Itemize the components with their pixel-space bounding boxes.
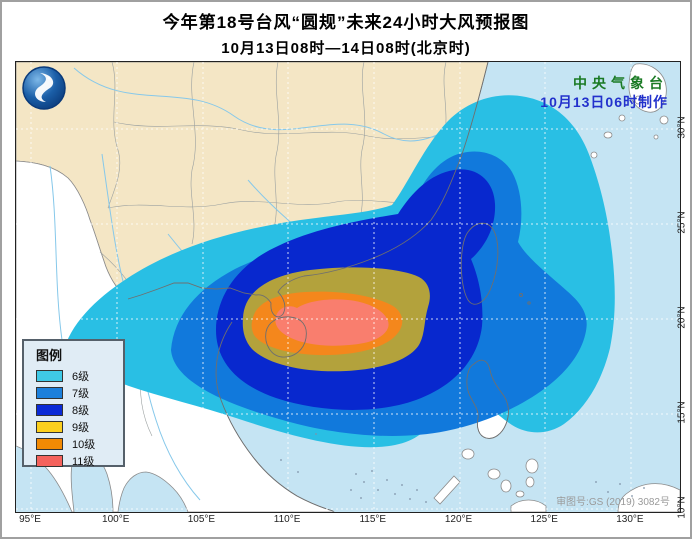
legend-label: 6级 [72,370,90,383]
legend-swatch [36,437,63,450]
map-review-number: 审图号:GS (2019) 3082号 [556,497,670,508]
lon-label: 110°E [273,514,301,525]
lat-label: 10°N [676,496,688,519]
legend-swatch [36,369,63,382]
philippine-islands [433,448,680,512]
legend-label: 11级 [72,455,95,468]
issuer-block: 中央气象台 10月13日06时制作 [540,74,668,112]
legend-row: 7级 [36,384,123,401]
legend-row: 9级 [36,418,123,435]
coastline-overlay [127,62,531,512]
islet [659,115,669,125]
legend-swatch [36,454,63,467]
legend-label: 10级 [72,438,96,451]
figure-subtitle: 10月13日08时—14日08时(北京时) [221,40,471,57]
basemap-svg [16,62,680,512]
islet [653,134,659,140]
legend-rows: 6级 7级 8级 9级 10级 11级 [36,367,123,469]
lat-label: 20°N [676,306,688,329]
legend-row: 8级 [36,401,123,418]
lon-label: 100°E [102,514,130,525]
logo-dragon-eye [47,76,51,80]
reef-dots [280,433,645,503]
wind-area-level11 [275,299,389,346]
issuer-agency: 中央气象台 [573,75,668,91]
issue-time: 10月13日06时制作 [540,93,668,110]
legend-label: 7级 [72,387,90,400]
legend-box: 图例 6级 7级 8级 9级 [22,339,125,469]
lat-label: 25°N [676,211,688,234]
graticule [16,62,680,512]
lat-label: 30°N [676,116,688,139]
lon-label: 115°E [359,514,387,525]
lon-label: 130°E [616,514,644,525]
lon-label: 120°E [444,514,473,525]
logo-dragon-swirl [35,73,54,102]
legend-row: 10级 [36,435,123,452]
cma-logo [22,66,66,110]
figure-title: 今年第18号台风“圆规”未来24小时大风预报图 [162,13,530,32]
legend-row: 11级 [36,452,123,469]
legend-swatch [36,386,63,399]
legend-label: 9级 [72,421,90,434]
forecast-map: 中央气象台 10月13日06时制作 审图号:GS (2019) 3082号 图例… [15,61,681,513]
legend-swatch [36,403,63,416]
legend-title: 图例 [36,348,63,363]
title-block: 今年第18号台风“圆规”未来24小时大风预报图 10月13日08时—14日08时… [2,8,690,58]
lon-label: 95°E [19,514,41,525]
legend-label: 8级 [72,404,90,417]
legend-row: 6级 [36,367,123,384]
lon-label: 105°E [187,514,216,525]
legend-swatch [36,420,63,433]
lat-label: 15°N [676,401,688,424]
lon-label: 125°E [530,514,558,525]
